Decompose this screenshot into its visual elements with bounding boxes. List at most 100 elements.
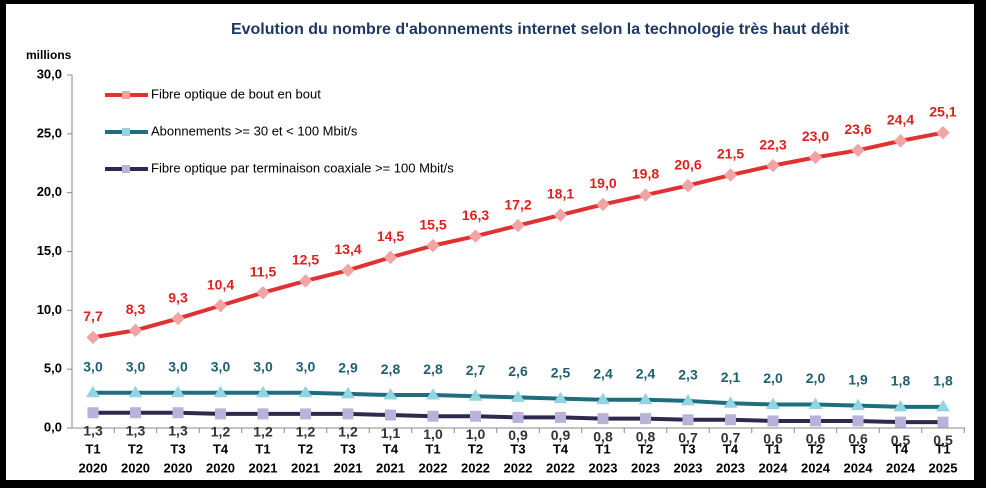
data-label: 25,1: [929, 103, 956, 119]
x-tick-label: 2022: [419, 460, 448, 475]
point-marker: [86, 330, 100, 345]
point-marker: [172, 407, 184, 419]
x-tick-label: 2020: [164, 460, 193, 475]
data-label: 3,0: [211, 358, 231, 374]
point-marker: [426, 388, 440, 400]
point-marker: [893, 399, 908, 412]
point-marker: [256, 285, 270, 300]
point-marker: [426, 238, 440, 253]
data-label: 22,3: [759, 136, 786, 152]
point-marker: [596, 197, 610, 212]
point-marker: [893, 134, 908, 148]
point-marker: [895, 416, 906, 428]
x-tick-label: T4: [383, 441, 399, 456]
x-tick-label: 2025: [929, 460, 958, 475]
x-tick-label: T2: [808, 441, 823, 456]
x-tick-label: 2021: [291, 460, 320, 475]
data-label: 1,1: [381, 425, 401, 441]
point-marker: [213, 298, 228, 313]
x-tick-label: 2022: [546, 460, 575, 475]
point-marker: [681, 178, 695, 193]
point-marker: [341, 263, 355, 278]
legend-label: Fibre optique par terminaison coaxiale >…: [151, 160, 454, 175]
x-tick-label: T1: [595, 441, 610, 456]
x-tick-label: T1: [255, 441, 270, 456]
x-tick-label: T3: [850, 441, 865, 456]
data-label: 1,3: [168, 422, 188, 438]
point-marker: [597, 413, 609, 425]
y-tick-label: 25,0: [37, 125, 62, 140]
x-tick-label: T4: [213, 441, 229, 456]
x-tick-label: T2: [638, 441, 653, 456]
data-label: 0,8: [636, 428, 656, 444]
x-tick-label: T1: [765, 441, 780, 456]
point-marker: [725, 414, 736, 426]
data-label: 1,2: [296, 424, 316, 440]
x-tick-label: T2: [468, 441, 483, 456]
y-tick-label: 15,0: [37, 243, 62, 258]
point-marker: [511, 218, 525, 233]
data-label: 8,3: [126, 301, 146, 317]
y-tick-label: 0,0: [44, 419, 62, 434]
point-marker: [171, 311, 185, 326]
point-marker: [383, 388, 398, 400]
data-label: 2,0: [806, 370, 826, 386]
y-tick-label: 20,0: [37, 184, 62, 199]
point-marker: [468, 389, 483, 401]
point-marker: [808, 397, 823, 409]
data-label: 19,8: [632, 166, 659, 182]
point-marker: [383, 250, 398, 265]
data-label: 1,0: [423, 426, 443, 442]
y-axis-label: millions: [26, 48, 72, 62]
x-tick-label: T3: [680, 441, 695, 456]
point-marker: [298, 274, 313, 288]
point-marker: [342, 408, 354, 420]
data-label: 0,7: [678, 429, 698, 445]
data-label: 3,0: [253, 358, 273, 374]
data-label: 3,0: [83, 358, 103, 374]
point-marker: [511, 390, 525, 402]
point-marker: [470, 410, 481, 422]
x-tick-label: T3: [340, 441, 355, 456]
point-marker: [808, 150, 823, 165]
data-label: 11,5: [250, 263, 277, 279]
point-marker: [427, 410, 439, 422]
legend-label: Abonnements >= 30 et < 100 Mbit/s: [151, 123, 358, 138]
data-label: 23,0: [802, 128, 829, 144]
chart-background: [6, 4, 974, 480]
data-label: 0,7: [721, 429, 741, 445]
x-tick-label: 2021: [249, 460, 278, 475]
point-marker: [512, 411, 524, 423]
point-marker: [681, 393, 695, 406]
data-label: 0,5: [891, 432, 911, 448]
data-label: 2,0: [763, 370, 783, 386]
chart-title: Evolution du nombre d'abonnements intern…: [231, 21, 850, 38]
y-tick-label: 30,0: [37, 66, 62, 81]
legend-swatch: [122, 91, 130, 99]
data-label: 0,6: [763, 431, 783, 447]
data-label: 13,4: [334, 241, 361, 257]
data-label: 2,4: [593, 365, 613, 381]
data-label: 3,0: [296, 358, 316, 374]
x-tick-label: 2023: [631, 460, 660, 475]
x-tick-label: T1: [425, 441, 440, 456]
x-tick-label: 2023: [716, 460, 745, 475]
data-label: 3,0: [168, 358, 188, 374]
data-label: 20,6: [674, 156, 701, 172]
data-label: 1,8: [891, 373, 911, 389]
data-label: 2,8: [381, 361, 401, 377]
y-tick-label: 10,0: [37, 302, 62, 317]
x-tick-label: 2023: [674, 460, 703, 475]
point-marker: [596, 392, 610, 405]
point-marker: [86, 385, 100, 398]
data-label: 21,5: [717, 146, 744, 162]
data-label: 0,9: [508, 427, 528, 443]
data-label: 23,6: [844, 121, 871, 137]
data-label: 2,4: [636, 365, 656, 381]
data-label: 2,7: [466, 362, 486, 378]
point-marker: [256, 385, 270, 398]
data-label: 3,0: [126, 358, 146, 374]
data-label: 24,4: [887, 112, 914, 128]
data-label: 1,2: [211, 424, 231, 440]
